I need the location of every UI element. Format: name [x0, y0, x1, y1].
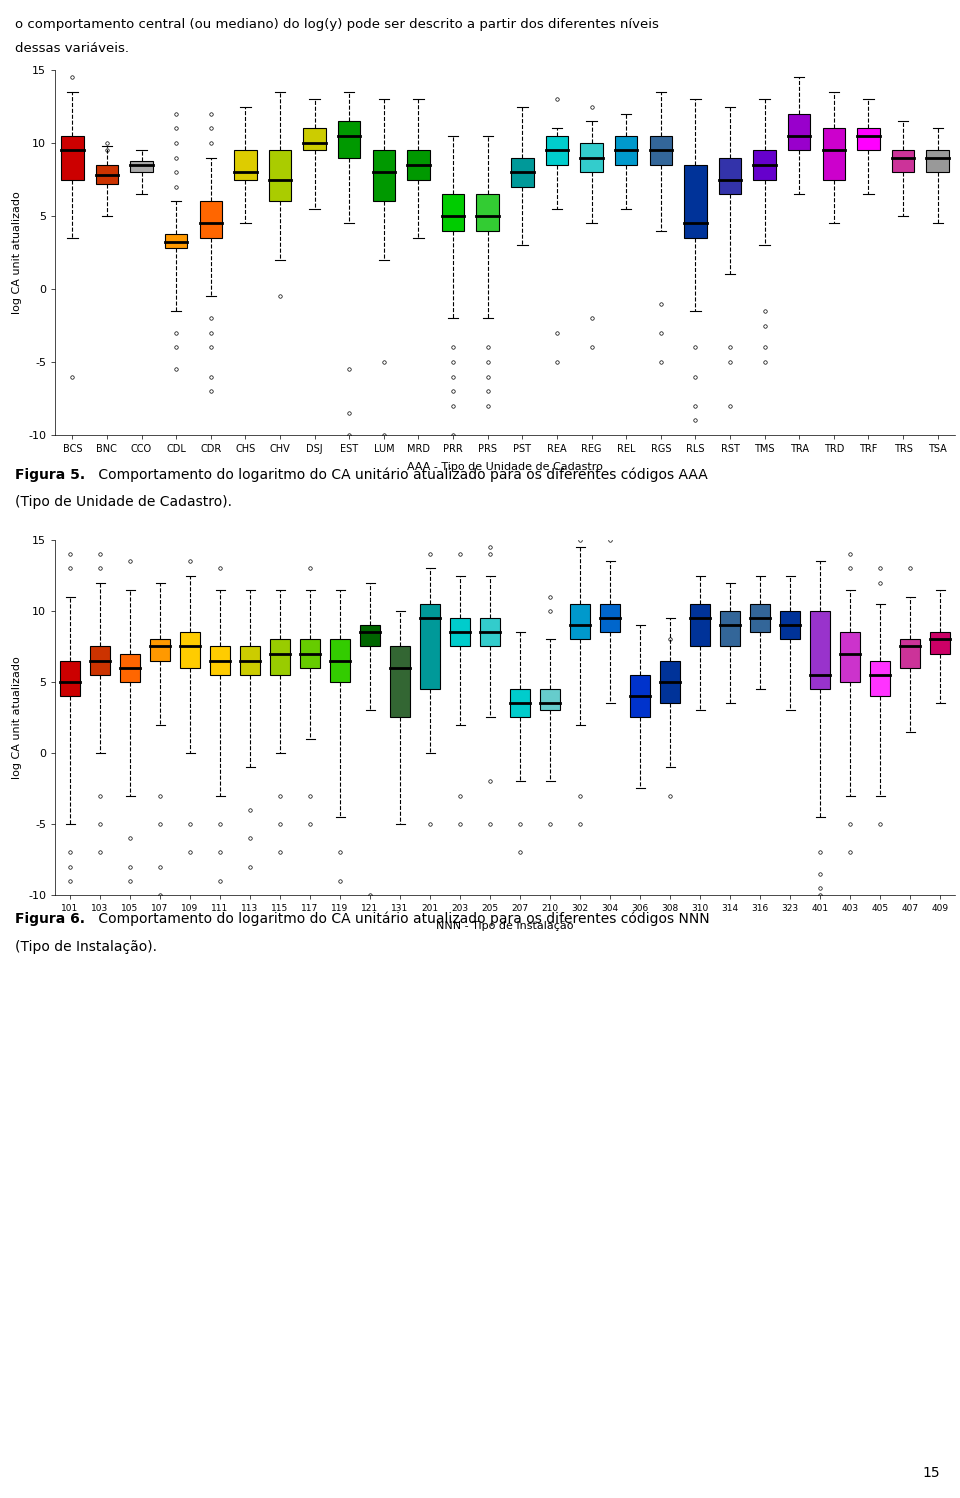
Text: o comportamento central (ou mediano) do log(y) pode ser descrito a partir dos di: o comportamento central (ou mediano) do …	[15, 18, 659, 31]
Bar	[684, 165, 707, 238]
Bar	[300, 640, 320, 668]
Bar	[660, 661, 680, 703]
Bar	[823, 129, 845, 180]
Bar	[442, 195, 465, 231]
Bar	[900, 640, 920, 668]
Bar	[690, 604, 709, 647]
Text: (Tipo de Unidade de Cadastro).: (Tipo de Unidade de Cadastro).	[15, 494, 232, 509]
Bar	[61, 136, 84, 180]
Bar	[90, 647, 109, 676]
Bar	[751, 604, 770, 632]
Text: 15: 15	[923, 1467, 940, 1480]
Bar	[600, 604, 620, 632]
Bar	[930, 632, 949, 653]
Bar	[210, 647, 229, 676]
Bar	[360, 625, 380, 647]
Text: Comportamento do logaritmo do CA unitário atualizado para os diferentes códigos : Comportamento do logaritmo do CA unitári…	[94, 912, 709, 926]
Bar	[511, 689, 530, 718]
Bar	[271, 640, 290, 676]
Bar	[330, 640, 349, 682]
Text: (Tipo de Instalação).: (Tipo de Instalação).	[15, 941, 157, 954]
Bar	[200, 201, 222, 238]
X-axis label: AAA - Tipo de Unidade de Cadastro: AAA - Tipo de Unidade de Cadastro	[407, 463, 603, 472]
Bar	[480, 619, 500, 647]
Bar	[780, 611, 800, 640]
Bar	[720, 611, 740, 647]
Bar	[240, 647, 260, 676]
Bar	[871, 661, 890, 697]
Text: Figura 5.: Figura 5.	[15, 467, 85, 482]
Bar	[631, 676, 650, 718]
Bar	[372, 150, 396, 201]
Bar	[120, 653, 140, 682]
Text: dessas variáveis.: dessas variáveis.	[15, 42, 129, 55]
Bar	[857, 129, 879, 150]
Bar	[180, 632, 200, 668]
Bar	[151, 640, 170, 661]
Y-axis label: log CA unit atualizado: log CA unit atualizado	[12, 192, 22, 315]
Bar	[269, 150, 291, 201]
Bar	[476, 195, 499, 231]
Bar	[338, 121, 361, 157]
X-axis label: NNN - Tipo de Instalação: NNN - Tipo de Instalação	[436, 921, 574, 932]
Bar	[407, 150, 430, 180]
Bar	[926, 150, 948, 172]
Bar	[650, 136, 672, 165]
Bar	[450, 619, 469, 647]
Bar	[60, 661, 80, 697]
Bar	[892, 150, 914, 172]
Bar	[540, 689, 560, 710]
Bar	[719, 157, 741, 195]
Bar	[165, 234, 187, 249]
Bar	[131, 160, 153, 172]
Bar	[234, 150, 256, 180]
Text: Figura 6.: Figura 6.	[15, 912, 85, 926]
Bar	[570, 604, 589, 640]
Bar	[754, 150, 776, 180]
Bar	[545, 136, 568, 165]
Bar	[788, 114, 810, 150]
Text: Comportamento do logaritmo do CA unitário atualizado para os diferentes códigos : Comportamento do logaritmo do CA unitári…	[94, 467, 708, 482]
Bar	[391, 647, 410, 718]
Bar	[511, 157, 534, 187]
Y-axis label: log CA unit atualizado: log CA unit atualizado	[12, 656, 22, 779]
Bar	[96, 165, 118, 184]
Bar	[420, 604, 440, 689]
Bar	[303, 129, 325, 150]
Bar	[580, 142, 603, 172]
Bar	[840, 632, 860, 682]
Bar	[615, 136, 637, 165]
Bar	[810, 611, 829, 689]
